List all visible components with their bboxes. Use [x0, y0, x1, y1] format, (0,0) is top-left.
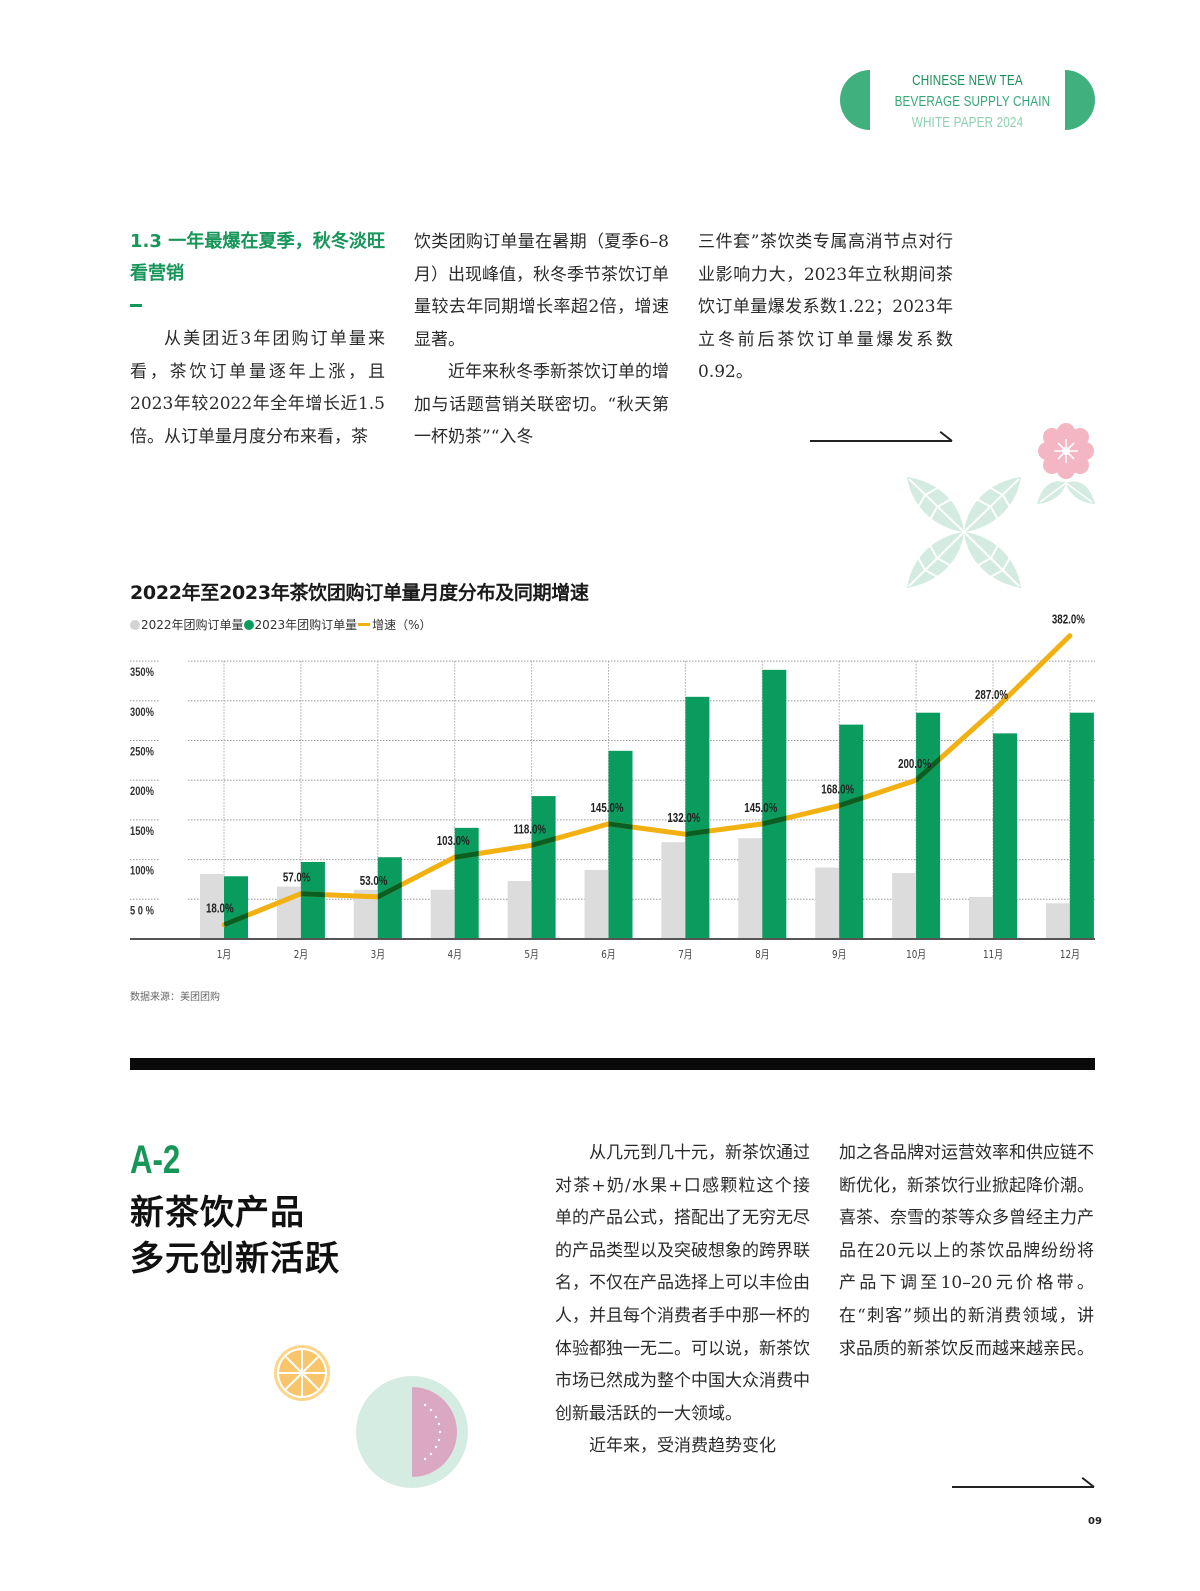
badge-line-1: CHINESE NEW TEA: [912, 72, 1023, 89]
page-number: 09: [1088, 1516, 1102, 1527]
svg-text:132.0%: 132.0%: [667, 812, 700, 825]
svg-text:118.0%: 118.0%: [514, 823, 547, 836]
svg-text:8月: 8月: [755, 948, 769, 961]
svg-text:350%: 350%: [130, 666, 154, 679]
svg-text:53.0%: 53.0%: [360, 875, 388, 888]
title-underline-dash: [130, 304, 142, 307]
svg-text:100%: 100%: [130, 865, 154, 878]
paragraph: 从几元到几十元，新茶饮通过对茶+奶/水果+口感颗粒这个接单的产品公式，搭配出了无…: [555, 1143, 810, 1424]
svg-text:7月: 7月: [678, 948, 692, 961]
text-column-3: 三件套”茶饮类专属高消节点对行业影响力大，2023年立秋期间茶饮订单量爆发系数1…: [698, 226, 953, 389]
text-column-1: 1.3 一年最爆在夏季，秋冬淡旺看营销 从美团近3年团购订单量来看，茶饮订单量逐…: [130, 226, 385, 453]
text-column-5: 加之各品牌对运营效率和供应链不断优化，新茶饮行业掀起降价潮。喜茶、奈雪的茶等众多…: [839, 1137, 1094, 1365]
svg-text:57.0%: 57.0%: [283, 872, 311, 885]
continue-arrow-icon: [810, 428, 953, 442]
paragraph: 三件套”茶饮类专属高消节点对行业影响力大，2023年立秋期间茶饮订单量爆发系数1…: [698, 232, 953, 382]
svg-text:200.0%: 200.0%: [898, 758, 931, 771]
svg-text:11月: 11月: [983, 948, 1003, 961]
svg-text:250%: 250%: [130, 745, 154, 758]
orange-slice-icon: [274, 1345, 330, 1401]
svg-text:168.0%: 168.0%: [821, 784, 854, 797]
badge-half-circle-left: [840, 70, 870, 130]
chart-title: 2022年至2023年茶饮团购订单量月度分布及同期增速: [130, 582, 589, 604]
legend-2023-swatch: [243, 619, 254, 630]
data-source: 数据来源：美团团购: [130, 992, 220, 1003]
tea-leaf-cross-icon: [907, 477, 1021, 588]
svg-text:150%: 150%: [130, 825, 154, 838]
heading-line-1: 新茶饮产品: [130, 1193, 305, 1233]
legend-2022-label: 2022年团购订单量: [141, 618, 244, 632]
svg-text:300%: 300%: [130, 706, 154, 719]
section-heading: 新茶饮产品 多元创新活跃: [130, 1190, 340, 1282]
legend-growth-label: 增速（%）: [372, 618, 432, 632]
legend-2023-label: 2023年团购订单量: [254, 618, 358, 632]
text-column-2: 饮类团购订单量在暑期（夏季6–8月）出现峰值，秋冬季节茶饮订单量较去年同期增长率…: [414, 226, 669, 454]
svg-text:18.0%: 18.0%: [206, 903, 234, 916]
svg-text:10月: 10月: [906, 948, 926, 961]
svg-text:287.0%: 287.0%: [975, 689, 1008, 702]
svg-text:4月: 4月: [448, 948, 462, 961]
badge-line-2: BEVERAGE SUPPLY CHAIN: [894, 93, 1051, 110]
text-column-4: 从几元到几十元，新茶饮通过对茶+奶/水果+口感颗粒这个接单的产品公式，搭配出了无…: [555, 1137, 810, 1463]
svg-text:5 0 %: 5 0 %: [130, 904, 154, 917]
svg-text:2月: 2月: [294, 948, 308, 961]
heading-line-2: 多元创新活跃: [130, 1239, 340, 1279]
badge-half-circle-right: [1065, 70, 1095, 130]
section-divider: [130, 1058, 1095, 1070]
paragraph: 从美团近3年团购订单量来看，茶饮订单量逐年上涨，且2023年较2022年全年增长…: [130, 329, 385, 447]
svg-text:1月: 1月: [217, 948, 231, 961]
paragraph: 近年来秋冬季新茶饮订单的增加与话题营销关联密切。“秋天第一杯奶茶”“入冬: [414, 362, 669, 447]
white-paper-badge: CHINESE NEW TEA BEVERAGE SUPPLY CHAIN WH…: [840, 70, 1095, 132]
svg-text:12月: 12月: [1060, 948, 1080, 961]
section-title: 1.3 一年最爆在夏季，秋冬淡旺看营销: [130, 231, 385, 284]
svg-text:145.0%: 145.0%: [744, 802, 777, 815]
section-code: A-2: [130, 1138, 181, 1182]
badge-text: CHINESE NEW TEA BEVERAGE SUPPLY CHAIN WH…: [894, 70, 1051, 133]
paragraph: 近年来，受消费趋势变化: [589, 1436, 776, 1457]
svg-text:6月: 6月: [601, 948, 615, 961]
legend-2022-swatch: [130, 619, 140, 630]
svg-text:382.0%: 382.0%: [1052, 614, 1085, 627]
chart-legend: 2022年团购订单量 2023年团购订单量 增速（%）: [130, 616, 432, 633]
svg-text:5月: 5月: [524, 948, 538, 961]
watermelon-slice-icon: [356, 1376, 468, 1488]
svg-text:9月: 9月: [832, 948, 846, 961]
badge-line-3: WHITE PAPER 2024: [911, 114, 1024, 131]
continue-arrow-icon: [952, 1474, 1095, 1488]
svg-text:200%: 200%: [130, 785, 154, 798]
paragraph: 加之各品牌对运营效率和供应链不断优化，新茶饮行业掀起降价潮。喜茶、奈雪的茶等众多…: [839, 1143, 1094, 1359]
paragraph: 饮类团购订单量在暑期（夏季6–8月）出现峰值，秋冬季节茶饮订单量较去年同期增长率…: [414, 232, 669, 350]
svg-text:103.0%: 103.0%: [437, 835, 470, 848]
svg-text:145.0%: 145.0%: [591, 802, 624, 815]
pink-flower-icon: [1037, 423, 1095, 504]
svg-text:3月: 3月: [371, 948, 385, 961]
legend-growth-swatch: [358, 623, 371, 626]
